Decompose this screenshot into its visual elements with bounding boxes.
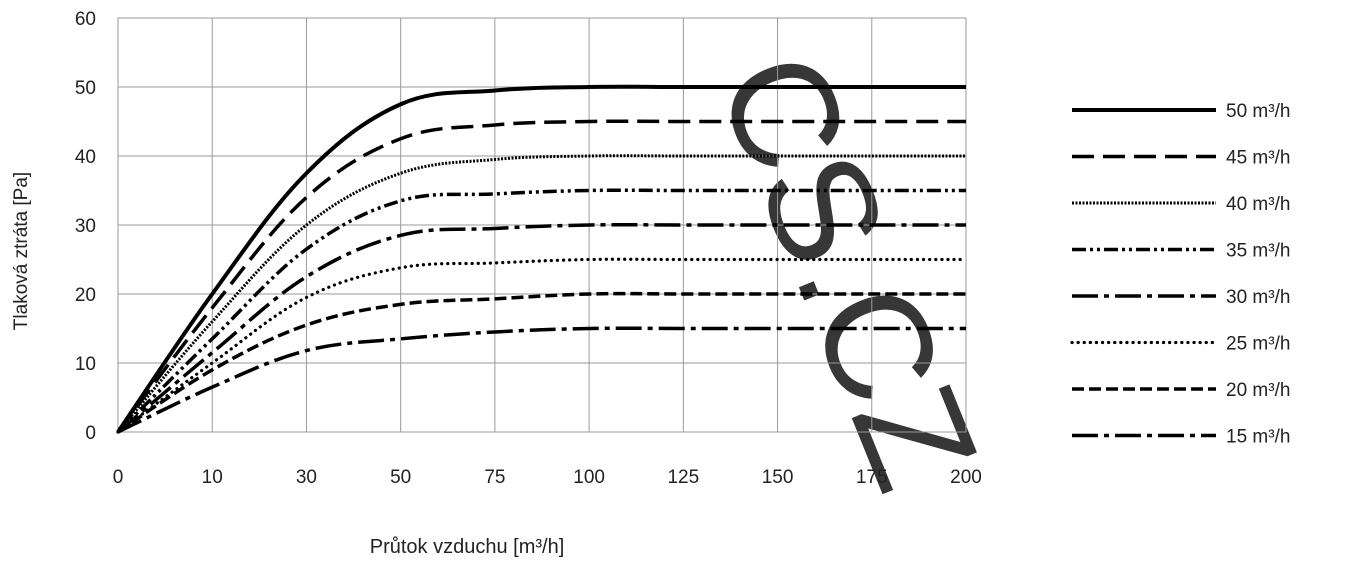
series-line — [116, 188, 966, 434]
watermark-text: CS.CZ — [686, 30, 1010, 510]
x-tick-label: 0 — [113, 467, 124, 488]
legend-label: 35 m³/h — [1226, 241, 1290, 262]
y-tick-label: 30 — [75, 216, 96, 237]
series-line — [116, 84, 966, 434]
x-axis-ticks: 0 10 30 50 75 100 125 150 175 200 — [113, 467, 982, 488]
x-tick-label: 10 — [202, 467, 223, 488]
series-line — [116, 257, 968, 434]
legend-label: 50 m³/h — [1226, 101, 1290, 122]
watermark: CS.CZ — [686, 30, 1010, 510]
y-axis-label: Tlaková ztráta [Pa] — [11, 172, 32, 330]
y-tick-label: 0 — [85, 423, 96, 444]
x-axis-label: Průtok vzduchu [m³/h] — [370, 536, 565, 558]
legend-label: 45 m³/h — [1226, 148, 1290, 169]
series-group — [116, 84, 968, 434]
x-tick-label: 75 — [484, 467, 505, 488]
x-tick-label: 150 — [762, 467, 794, 488]
series-line — [117, 326, 966, 434]
x-tick-label: 50 — [390, 467, 411, 488]
y-tick-label: 40 — [75, 147, 96, 168]
legend-label: 40 m³/h — [1226, 194, 1290, 215]
y-axis-ticks: 0 10 20 30 40 50 60 — [75, 9, 96, 444]
x-tick-label: 200 — [950, 467, 982, 488]
y-tick-label: 10 — [75, 354, 96, 375]
y-tick-label: 20 — [75, 285, 96, 306]
legend-label: 15 m³/h — [1226, 427, 1290, 448]
series-line — [116, 119, 966, 434]
legend-label: 20 m³/h — [1226, 380, 1290, 401]
x-tick-label: 175 — [856, 467, 888, 488]
legend: 50 m³/h 45 m³/h 40 m³/h 35 m³/h 30 m³/h 25 m³… — [1070, 101, 1290, 448]
legend-label: 30 m³/h — [1226, 287, 1290, 308]
y-tick-label: 50 — [75, 78, 96, 99]
x-tick-label: 125 — [667, 467, 699, 488]
series-line — [116, 222, 966, 434]
legend-label: 25 m³/h — [1226, 334, 1290, 355]
x-tick-label: 30 — [296, 467, 317, 488]
y-tick-label: 60 — [75, 9, 96, 30]
x-tick-label: 100 — [573, 467, 605, 488]
series-line — [117, 291, 966, 434]
